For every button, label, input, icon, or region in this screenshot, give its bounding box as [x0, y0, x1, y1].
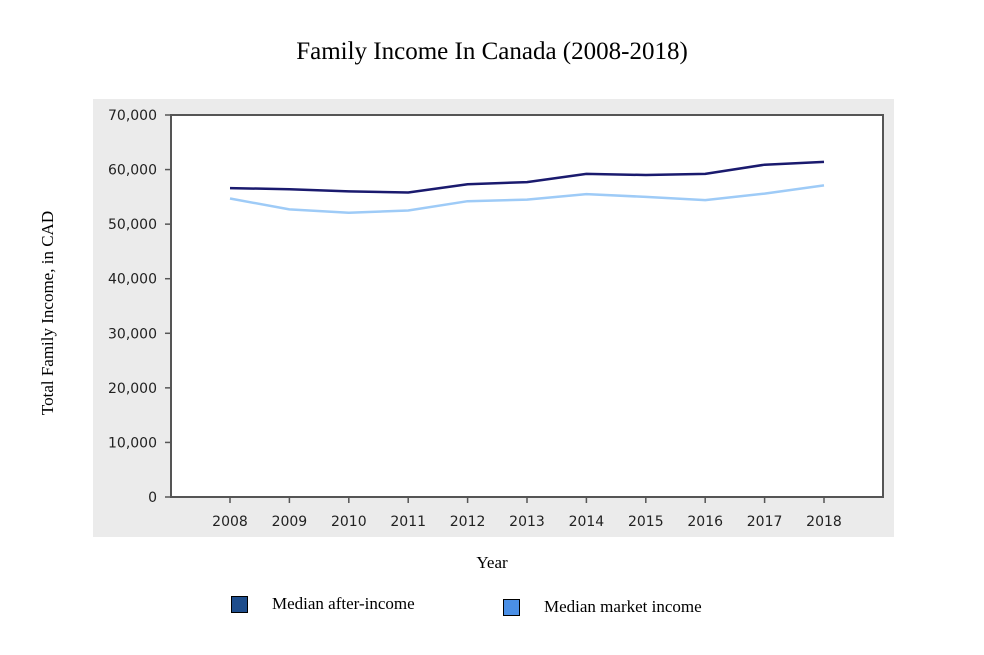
legend-label-after-income: Median after-income: [272, 594, 415, 613]
x-tick-label: 2012: [450, 514, 486, 530]
y-tick-label: 40,000: [108, 272, 157, 288]
x-tick-label: 2015: [628, 514, 664, 530]
series-line-after-income: [229, 160, 825, 194]
x-tick-label: 2008: [212, 514, 248, 530]
x-tick-label: 2014: [569, 514, 605, 530]
y-tick-label: 0: [148, 490, 157, 506]
legend-item-market-income: Median market income: [503, 597, 702, 617]
chart-title: Family Income In Canada (2008-2018): [296, 38, 688, 65]
y-axis-label: Total Family Income, in CAD: [38, 210, 57, 416]
legend-swatch-after-income: [231, 595, 248, 613]
x-tick-label: 2009: [272, 514, 308, 530]
x-tick-label: 2018: [806, 514, 842, 530]
x-tick-label: 2010: [331, 514, 367, 530]
series-line-market-income: [229, 184, 825, 214]
y-tick-label: 50,000: [108, 217, 157, 233]
legend-item-after-income: Median after-income: [231, 594, 415, 614]
x-tick-label: 2016: [687, 514, 723, 530]
y-tick-label: 70,000: [108, 108, 157, 124]
x-tick-label: 2017: [747, 514, 783, 530]
x-tick-label: 2011: [390, 514, 426, 530]
x-axis-label: Year: [476, 553, 508, 572]
y-tick-label: 20,000: [108, 381, 157, 397]
plot-panel: 0 10,000 20,000 30,000 40,000 50,000 60,000 70,…: [93, 99, 894, 537]
legend-swatch-market-income: [503, 598, 520, 616]
legend-label-market-income: Median market income: [544, 597, 702, 616]
y-tick-label: 60,000: [108, 163, 157, 179]
y-tick-label: 10,000: [108, 435, 157, 451]
x-tick-label: 2013: [509, 514, 545, 530]
line-chart: 0 10,000 20,000 30,000 40,000 50,000 60,000 70,…: [108, 108, 884, 530]
y-tick-label: 30,000: [108, 326, 157, 342]
plot-area: [170, 114, 884, 498]
